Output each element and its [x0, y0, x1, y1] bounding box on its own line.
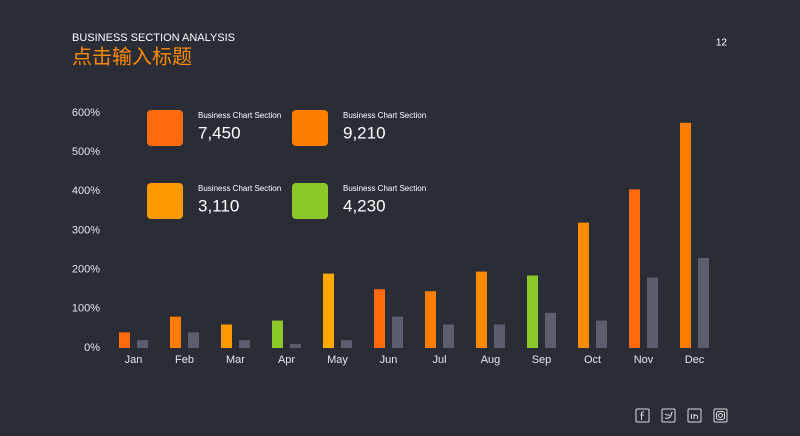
page-number: 12: [716, 38, 728, 49]
card-label: Business Chart Section: [343, 111, 426, 120]
card-swatch: [292, 183, 328, 219]
bar: [374, 289, 385, 348]
card-value: 3,110: [198, 196, 239, 215]
linkedin-icon[interactable]: [687, 408, 702, 423]
bar: [272, 320, 283, 348]
bar: [680, 122, 691, 349]
x-tick-label: Oct: [584, 354, 601, 366]
x-tick-label: Jul: [432, 354, 446, 366]
x-tick-label: Jan: [125, 354, 143, 366]
bar: [629, 189, 640, 348]
card-label: Business Chart Section: [198, 184, 281, 193]
twitter-icon[interactable]: [661, 408, 676, 423]
x-tick-label: Jun: [380, 354, 398, 366]
bar: [647, 277, 658, 348]
x-tick-label: Mar: [226, 354, 245, 366]
chart: 0% 100% 200% 300% 400% 500% 600% Jan Feb Mar Apr Ma…: [72, 107, 709, 366]
instagram-icon[interactable]: [713, 408, 728, 423]
y-tick-label: 500%: [72, 146, 100, 158]
x-tick-label: Feb: [175, 354, 194, 366]
y-tick-label: 400%: [72, 185, 100, 197]
bar: [188, 332, 199, 348]
card-swatch: [147, 110, 183, 146]
bar: [578, 222, 589, 348]
bar: [527, 275, 538, 348]
card-label: Business Chart Section: [198, 111, 281, 120]
y-tick-label: 600%: [72, 107, 100, 119]
bar: [443, 324, 454, 348]
bar: [290, 344, 301, 348]
card-value: 9,210: [343, 123, 386, 142]
bar: [239, 340, 250, 348]
stat-cards: Business Chart Section 7,450 Business Char…: [147, 110, 426, 219]
social-icons: [635, 408, 728, 423]
card-swatch: [147, 183, 183, 219]
facebook-icon[interactable]: [635, 408, 650, 423]
y-tick-label: 100%: [72, 303, 100, 315]
x-tick-label: Sep: [532, 354, 552, 366]
bar: [170, 316, 181, 348]
x-tick-label: May: [327, 354, 348, 366]
bar: [341, 340, 352, 348]
y-tick-label: 300%: [72, 224, 100, 236]
subtitle: BUSINESS SECTION ANALYSIS: [72, 32, 235, 44]
card-value: 4,230: [343, 196, 386, 215]
card-value: 7,450: [198, 123, 241, 142]
bar: [494, 324, 505, 348]
x-tick-label: Aug: [481, 354, 501, 366]
x-tick-label: Dec: [685, 354, 705, 366]
x-tick-label: Apr: [278, 354, 295, 366]
bar: [119, 332, 130, 348]
y-tick-label: 200%: [72, 264, 100, 276]
bar: [392, 316, 403, 348]
bar: [425, 291, 436, 348]
card-swatch: [292, 110, 328, 146]
bar: [221, 324, 232, 348]
x-tick-label: Nov: [634, 354, 654, 366]
bar: [137, 340, 148, 348]
bar: [476, 271, 487, 348]
bar: [596, 320, 607, 348]
title: 点击输入标题: [72, 45, 192, 68]
bar: [698, 257, 709, 348]
bar: [323, 273, 334, 348]
card-label: Business Chart Section: [343, 184, 426, 193]
bar: [545, 312, 556, 348]
y-tick-label: 0%: [84, 342, 100, 354]
